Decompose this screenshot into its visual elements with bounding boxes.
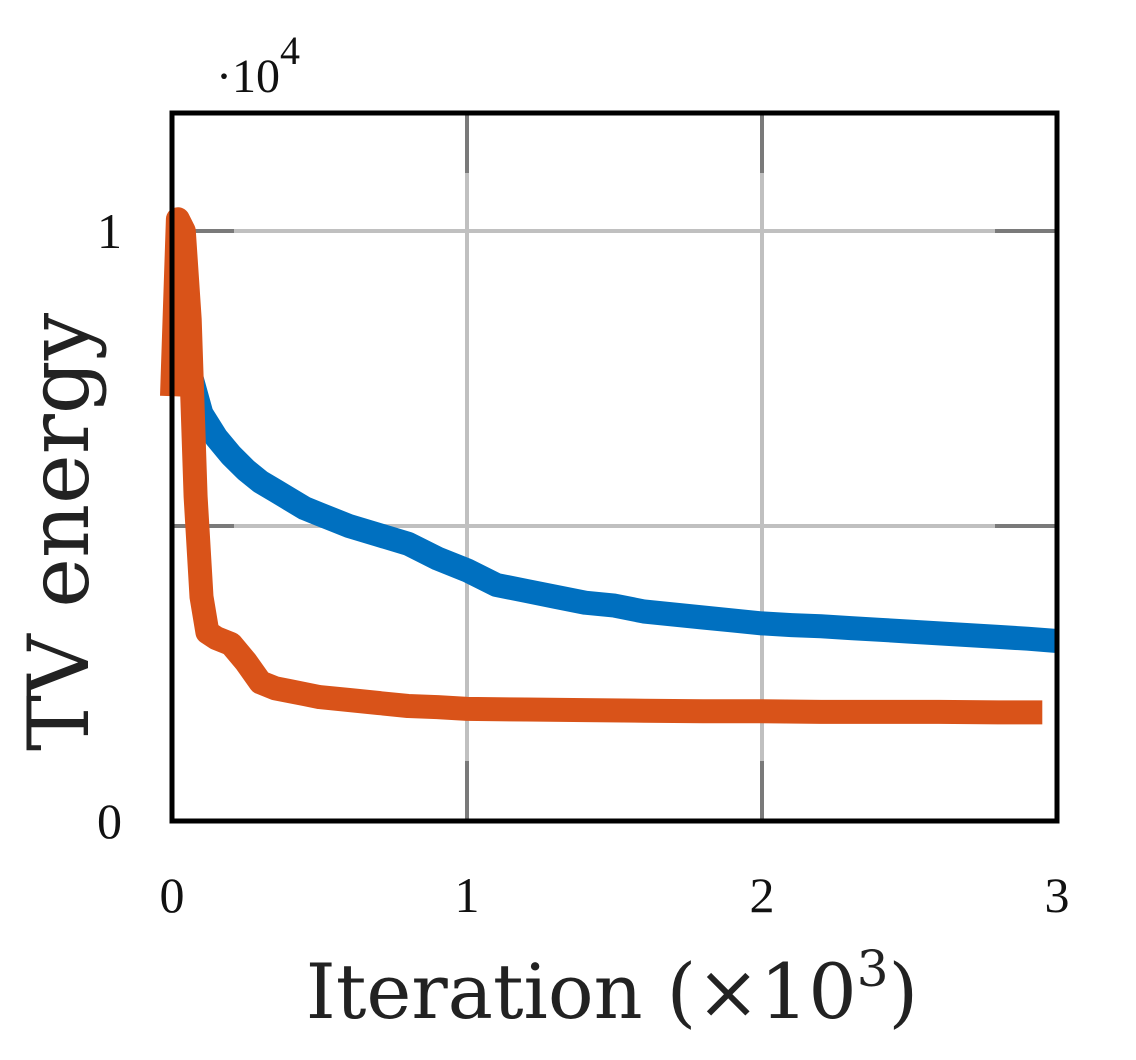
y-tick-label: 1 xyxy=(97,203,122,259)
x-tick-label: 3 xyxy=(1045,867,1070,923)
x-tick-label: 2 xyxy=(750,867,775,923)
series-layer xyxy=(160,207,1058,725)
x-axis-title-main: Iteration (×10 xyxy=(306,947,857,1036)
series-line-blue xyxy=(163,321,1058,653)
x-axis-title-exponent: 3 xyxy=(857,940,889,998)
y-tick-labels: 01 xyxy=(97,203,122,849)
y-scale-exponent: 4 xyxy=(280,28,300,73)
y-scale-factor: ·104 xyxy=(216,28,300,103)
series-line-orange xyxy=(160,207,1043,725)
x-tick-label: 1 xyxy=(455,867,480,923)
y-axis-title: TV energy xyxy=(10,312,108,751)
plot-frame xyxy=(169,110,1060,824)
y-tick-label: 0 xyxy=(97,793,122,849)
x-tick-label: 0 xyxy=(160,867,185,923)
x-tick-labels: 0 1 2 3 xyxy=(160,867,1070,923)
x-axis-title-close: ) xyxy=(889,947,919,1036)
y-scale-prefix: ·10 xyxy=(216,50,280,103)
x-axis-title: Iteration (×103) xyxy=(306,940,918,1036)
